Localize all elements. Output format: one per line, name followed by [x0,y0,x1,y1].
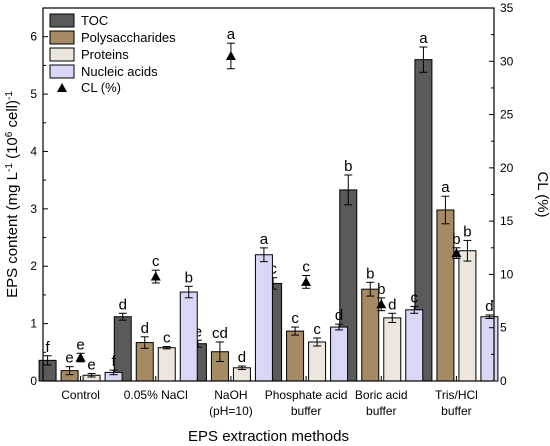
significance-letter: d [335,307,343,324]
y-right-tick-label: 10 [500,267,514,281]
significance-letter: e [65,350,73,367]
x-tick-label: buffer [366,404,396,418]
legend-swatch [49,64,75,79]
cl-point [376,299,387,309]
bar [330,326,349,382]
cl-significance-letter: a [227,26,236,43]
cl-point [451,248,462,258]
cl-significance-letter: c [302,258,310,275]
legend-label: TOC [81,13,108,28]
y-left-tick-label: 6 [30,30,37,44]
cl-significance-letter: c [152,253,160,270]
bar [113,316,132,382]
significance-letter: d [485,298,493,315]
significance-letter: b [366,265,374,282]
cl-point [150,271,161,281]
significance-letter: c [269,261,277,278]
bar [254,254,273,382]
x-tick-label: 0.05% NaCl [124,388,188,402]
y-axis-right-title: CL (%) [534,171,550,217]
bar [383,317,402,382]
y-left-tick-label: 3 [30,202,37,216]
y-right-tick-label: 30 [500,54,514,68]
x-tick-label: Tris/HCl [435,388,478,402]
y-left-title-superscript: 6 [4,131,15,137]
significance-letter: d [388,296,396,313]
significance-letter: f [45,339,50,356]
significance-letter: b [344,158,352,175]
y-left-title-text: EPS content (mg L [4,172,21,298]
y-right-tick-label: 35 [500,1,514,15]
x-tick-label: Boric acid [355,388,408,402]
y-axis-left-title: EPS content (mg L-1 (106 cell)-1 [4,91,22,298]
significance-letter: a [260,231,269,248]
significance-letter: a [441,179,450,196]
cl-significance-letter: e [76,336,84,353]
y-left-tick-label: 0 [30,374,37,388]
y-right-tick-label: 5 [500,321,507,335]
y-right-tick-label: 25 [500,108,514,122]
y-left-title-text: cell) [4,100,21,132]
y-left-title-superscript: -1 [4,91,15,100]
y-left-tick-label: 1 [30,317,37,331]
legend-label: Nucleic acids [81,64,158,79]
cl-point [225,50,236,60]
bar [458,250,477,382]
legend-cl-marker [57,83,67,92]
legend: TOC Polysaccharides Proteins Nucleic acidsC… [49,13,176,95]
cl-significance-letter: b [377,281,385,298]
bar [286,330,305,382]
significance-letter: b [185,269,193,286]
significance-letter: d [141,320,149,337]
x-tick-label: Phosphate acid [265,388,348,402]
x-tick-label: Control [61,388,100,402]
x-tick-label: buffer [291,404,321,418]
cl-point [75,352,86,362]
y-left-tick-label: 5 [30,87,37,101]
y-left-tick-label: 4 [30,144,37,158]
significance-letter: f [111,353,116,370]
legend-label: Proteins [81,47,129,62]
y-right-tick-label: 20 [500,161,514,175]
y-right-tick-label: 0 [500,374,507,388]
y-left-title-text: (10 [4,137,21,163]
y-left-title-superscript: -1 [4,163,15,172]
legend-swatch [49,13,75,28]
significance-letter: b [463,223,471,240]
significance-letter: e [194,323,202,340]
significance-letter: c [313,321,321,338]
significance-letter: cd [212,325,228,342]
legend-swatch [49,47,75,62]
legend-label: Polysaccharides [81,30,176,45]
significance-letter: c [163,330,171,347]
y-left-tick-label: 2 [30,259,37,273]
x-tick-label: (pH=10) [209,404,253,418]
significance-letter: d [119,296,127,313]
cl-point [301,276,312,286]
legend-swatch [49,30,75,45]
significance-letter: c [291,310,299,327]
legend-label: CL (%) [81,80,121,95]
y-right-tick-label: 15 [500,214,514,228]
x-tick-label: NaOH [214,388,247,402]
cl-significance-letter: b [452,231,460,248]
bar [361,288,380,382]
bar [405,309,424,382]
bar [480,316,499,382]
x-tick-label: buffer [441,404,471,418]
bar [179,291,198,382]
significance-letter: a [419,30,428,47]
significance-letter: e [87,357,95,374]
bar [157,347,176,382]
x-axis-title: EPS extraction methods [188,428,349,445]
bar [308,341,327,382]
significance-letter: c [411,289,419,306]
significance-letter: d [238,349,246,366]
